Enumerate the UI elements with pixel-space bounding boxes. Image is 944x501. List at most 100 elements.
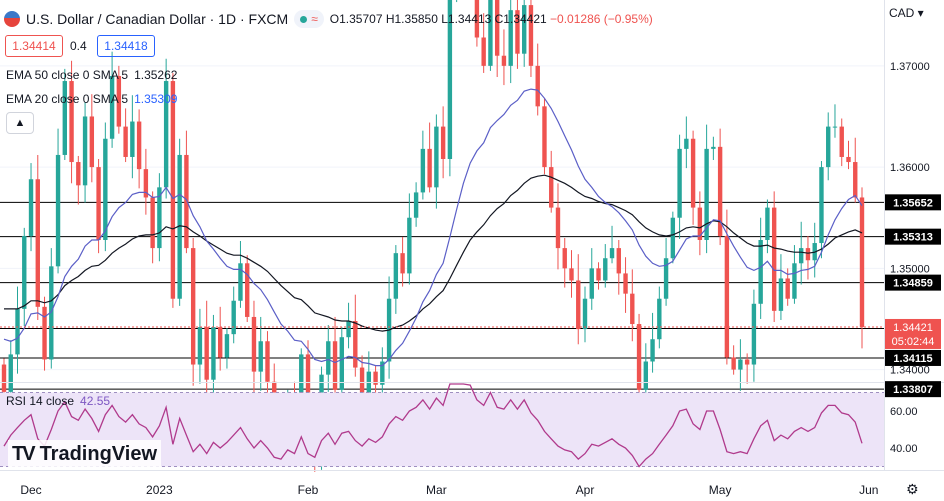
candle-body <box>359 367 365 402</box>
candle-body <box>346 321 351 338</box>
candle-body <box>258 341 263 372</box>
candle-body <box>150 197 155 249</box>
candle-body <box>339 337 344 390</box>
candle-body <box>42 306 47 360</box>
candle-body <box>494 0 500 56</box>
tradingview-logo-mark: TV <box>12 442 36 465</box>
candle-body <box>582 298 588 330</box>
candle-body <box>299 354 304 426</box>
usd-cad-flag-icon <box>4 11 20 27</box>
candle-body <box>724 235 730 358</box>
time-axis[interactable]: Dec 2023 Feb Mar Apr May Jun <box>20 483 878 497</box>
candle-body <box>434 126 439 188</box>
candle-body <box>799 248 804 264</box>
candle-body <box>690 138 696 208</box>
candle-body <box>744 359 750 365</box>
candle-body <box>49 266 54 360</box>
ema20-legend[interactable]: EMA 20 close 0 SMA 5 1.35309 <box>6 92 177 106</box>
candle-body <box>555 207 561 249</box>
currency-selector[interactable]: CAD ▾ <box>889 6 924 20</box>
candle-body <box>839 126 844 157</box>
time-tick-label: Dec <box>20 483 41 497</box>
candle-body <box>76 162 81 186</box>
buy-button[interactable]: 1.34418 <box>97 35 155 57</box>
time-tick-label: Apr <box>576 483 595 497</box>
candle-body <box>535 65 540 107</box>
candle-body <box>481 37 486 66</box>
candle-body <box>224 334 230 358</box>
time-tick-label: May <box>709 483 732 497</box>
candle-body <box>245 263 250 317</box>
candle-body <box>238 263 243 301</box>
candle-body <box>792 263 797 299</box>
candle-body <box>717 146 723 236</box>
collapse-legend-button[interactable]: ▲ <box>6 112 34 134</box>
rsi-axis[interactable]: 60.00 40.00 <box>890 406 918 455</box>
candle-body <box>765 207 770 240</box>
low-value: L1.34413 <box>441 12 492 26</box>
candle-body <box>332 341 338 390</box>
price-tick-label: 1.37000 <box>890 61 930 73</box>
candle-body <box>8 354 13 392</box>
price-gridlines <box>0 65 884 371</box>
candle-body <box>684 138 689 149</box>
candle-body <box>130 121 135 157</box>
candle-body <box>562 248 567 269</box>
candle-body <box>859 197 865 328</box>
rsi-label: RSI 14 close <box>6 394 75 408</box>
candle-body <box>542 106 547 168</box>
rsi-line <box>3 383 863 468</box>
candle-body <box>400 253 405 274</box>
candle-body <box>778 278 784 311</box>
candle-body <box>157 187 162 249</box>
ema50-line <box>4 174 863 332</box>
candle-body <box>211 327 216 380</box>
candle-body <box>636 324 642 390</box>
market-status-pill[interactable]: ≈ <box>294 10 324 28</box>
sell-button[interactable]: 1.34414 <box>5 35 63 57</box>
ema20-label: EMA 20 close 0 SMA 5 <box>6 92 129 106</box>
candle-body <box>785 278 790 299</box>
bar-countdown-label: 05:02:44 <box>892 336 935 348</box>
candle-body <box>758 240 763 304</box>
ema50-legend[interactable]: EMA 50 close 0 SMA 5 1.35262 <box>6 68 177 82</box>
tradingview-logo[interactable]: TV TradingView <box>8 440 162 468</box>
change-value: −0.01286 (−0.95%) <box>550 12 653 26</box>
candle-body <box>501 55 507 66</box>
rsi-tick-label: 40.00 <box>890 443 918 455</box>
market-open-dot-icon <box>300 15 308 23</box>
candle-body <box>603 258 608 281</box>
candle-body <box>380 361 385 385</box>
symbol-title[interactable]: U.S. Dollar / Canadian Dollar · 1D · FXC… <box>26 11 289 27</box>
candle-body <box>103 138 108 240</box>
candle-body <box>109 75 115 139</box>
level-tag-box <box>885 274 941 291</box>
candle-body <box>170 81 176 299</box>
price-axis[interactable]: 1.37000 1.36000 1.35000 1.34000 <box>890 61 930 377</box>
candles <box>1 0 865 472</box>
candle-body <box>1 364 7 392</box>
candle-body <box>474 0 480 38</box>
candle-body <box>305 354 311 429</box>
ema50-value: 1.35262 <box>134 68 178 82</box>
candle-body <box>819 167 824 244</box>
level-tag-box <box>885 349 941 366</box>
candle-body <box>407 217 412 274</box>
candle-body <box>217 327 223 358</box>
candle-body <box>711 146 716 149</box>
candle-body <box>265 341 270 382</box>
tradingview-logo-text: TradingView <box>39 442 158 465</box>
level-tag-label: 1.34115 <box>893 353 932 365</box>
candle-body <box>853 162 858 198</box>
candle-body <box>231 300 236 335</box>
candle-body <box>751 303 757 365</box>
rsi-legend[interactable]: RSI 14 close 42.55 <box>6 394 110 408</box>
high-value: H1.35850 <box>385 12 438 26</box>
level-tag-box <box>885 194 941 211</box>
gear-icon[interactable]: ⚙ <box>906 481 919 497</box>
candle-body <box>96 167 101 240</box>
candle-body <box>116 75 122 127</box>
candle-body <box>596 268 601 281</box>
candle-body <box>326 341 331 375</box>
